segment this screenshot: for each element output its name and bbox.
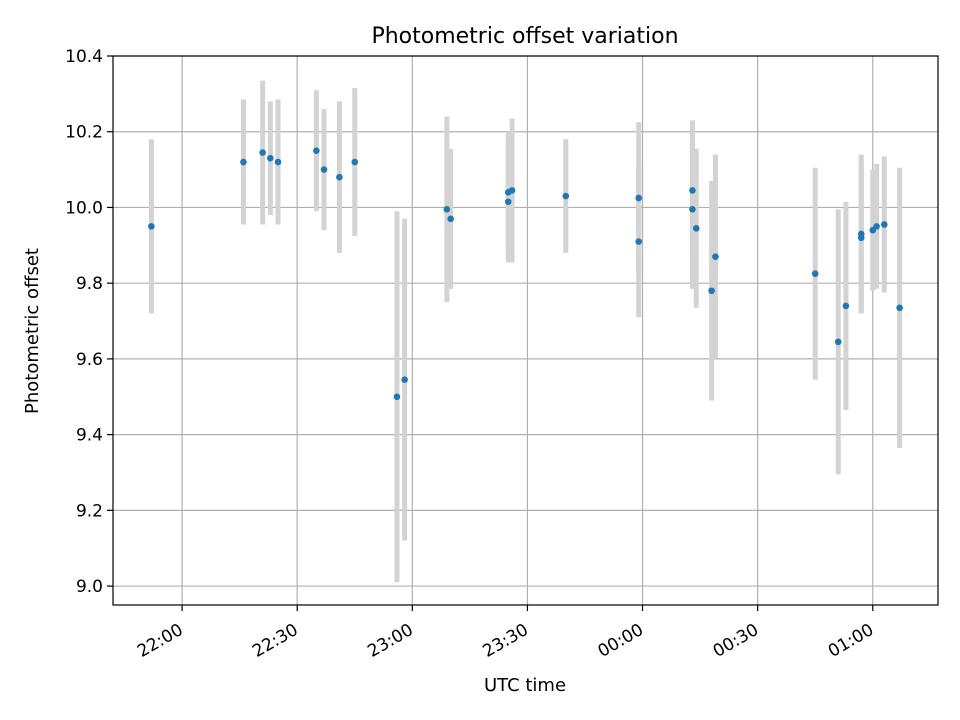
y-tick-label: 9.6 (76, 350, 103, 370)
y-axis-ticks: 9.0 9.2 9.4 9.6 9.8 10.0 10.2 10.4 (65, 47, 113, 597)
data-point (635, 194, 642, 202)
data-point (842, 302, 850, 310)
y-tick-label: 10.2 (65, 123, 103, 143)
plot-area-frame (112, 55, 939, 606)
data-points (148, 147, 903, 401)
x-axis-label: UTC time (484, 675, 566, 696)
data-point (393, 393, 401, 401)
data-point (447, 215, 454, 223)
data-point (873, 223, 880, 230)
y-tick-label: 9.4 (76, 426, 103, 446)
data-point (274, 158, 282, 166)
data-point (896, 304, 903, 312)
data-point (320, 166, 328, 173)
y-tick-label: 10.0 (65, 198, 103, 218)
y-tick-label: 10.4 (65, 47, 103, 67)
data-point (508, 187, 516, 194)
data-point (635, 238, 642, 245)
y-axis-label: Photometric offset (22, 248, 43, 414)
data-point (267, 154, 274, 162)
data-point (336, 173, 343, 181)
y-tick-label: 9.8 (76, 274, 103, 294)
data-point (313, 147, 320, 154)
data-point (562, 192, 570, 200)
data-point (689, 187, 696, 194)
data-point (712, 253, 719, 260)
data-point (880, 221, 888, 228)
data-point (351, 158, 359, 166)
data-point (148, 223, 155, 230)
data-point (401, 376, 408, 384)
data-point (504, 198, 512, 206)
data-point (834, 338, 842, 346)
data-point (443, 206, 451, 213)
data-point (240, 158, 247, 166)
data-point (857, 230, 865, 238)
data-point (692, 224, 700, 232)
data-point (259, 149, 266, 156)
y-tick-label: 9.0 (76, 577, 103, 597)
y-tick-label: 9.2 (76, 501, 103, 521)
data-point (811, 270, 819, 278)
data-point (689, 206, 696, 213)
data-point (708, 287, 715, 295)
chart-title: Photometric offset variation (371, 24, 678, 49)
